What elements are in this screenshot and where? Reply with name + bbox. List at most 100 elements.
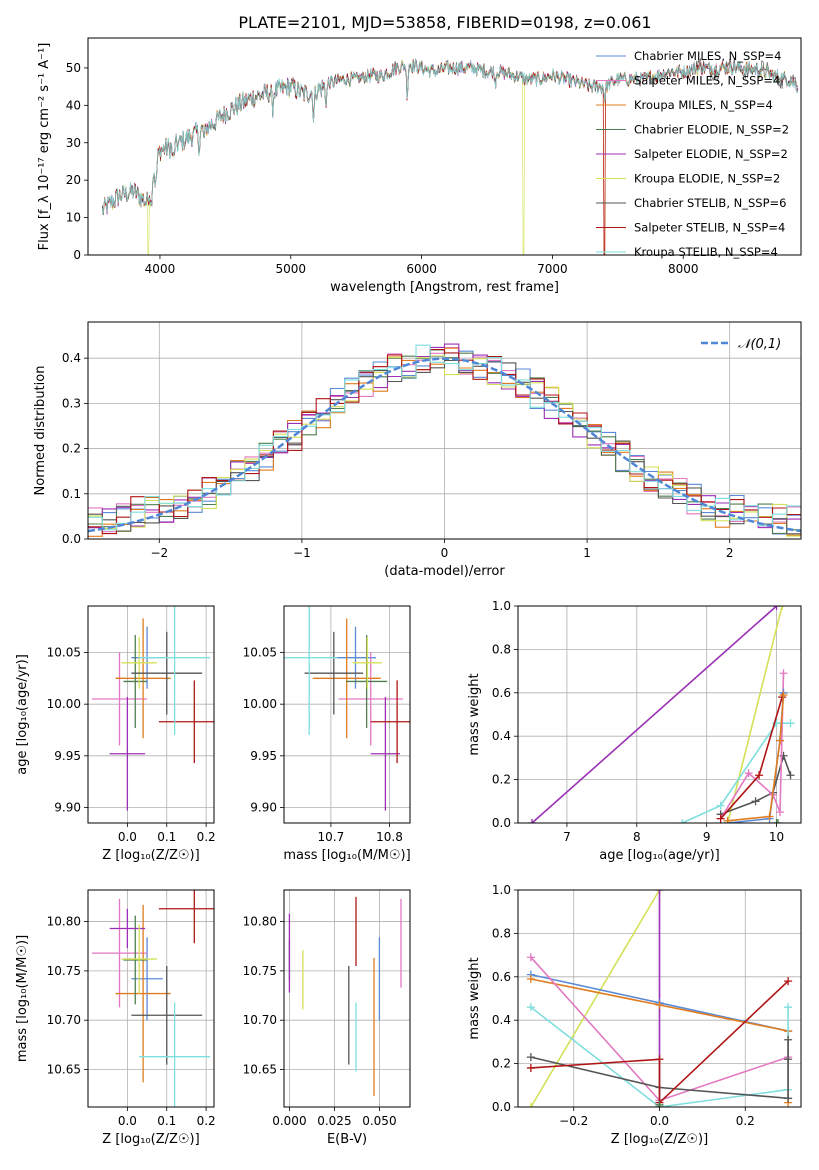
age-vs-mass-panel: 10.7 10.8 9.90 9.95 10.00 10.05 mass [log₁₀(M/… [243,605,411,863]
x-tick-label: 0 [441,546,449,560]
x-tick-label: 10 [769,830,784,844]
weight-marker-kroupa-stelib [786,719,795,728]
y-tick-label: 0.4 [62,351,81,365]
weight-marker-kroupa-stelib [716,801,725,810]
legend-label-kroupa-miles: Kroupa MILES, N_SSP=4 [634,98,773,112]
weight-marker-kroupa-stelib [678,819,687,823]
x-tick-label: 0.050 [362,1114,396,1128]
massweight-vs-metallicity-panel: −0.2 0.0 0.2 0.0 0.2 0.4 0.6 0.8 1.0 Z [log₁₀(Z/Z… [467,883,802,1147]
x-tick-label: 1 [583,546,591,560]
errorbar-kroupa-miles [115,618,171,739]
errorbar-kroupa-elodie [121,637,157,689]
errorbar-chabrier-miles [334,626,377,689]
weight-line-kroupa-elodie [726,606,783,823]
x-axis-label: Z [log₁₀(Z/Z☉)] [611,1132,708,1147]
weight-marker-kroupa-miles [776,736,785,745]
x-tick-label: −0.2 [559,1114,588,1128]
weight-marker-kroupa-elodie [778,606,787,610]
legend-label-chabrier-stelib: Chabrier STELIB, N_SSP=6 [634,196,786,210]
errorbar-kroupa-elodie [352,637,382,689]
errorbar-kroupa-miles [312,618,381,739]
spectrum-line-kroupa-stelib [102,59,799,214]
weight-marker-kroupa-miles [655,1001,664,1010]
legend-label-chabrier-elodie: Chabrier ELODIE, N_SSP=2 [634,123,789,137]
plot-area [526,890,793,1107]
y-axis-label: mass weight [467,957,482,1039]
errorbar-chabrier-miles [131,937,163,1021]
plot-area [284,606,410,811]
x-tick-label: 0.025 [317,1114,351,1128]
axes-frame [87,889,215,1108]
weight-marker-salpeter-elodie [655,890,664,894]
errorbar-salpeter-elodie [109,696,146,811]
histogram-kroupa-stelib [88,344,801,531]
x-tick-label: 0.0 [650,1114,669,1128]
weight-marker-kroupa-miles [765,812,774,821]
grid-lines [88,890,214,1107]
y-tick-label: 40 [66,98,81,112]
errorbar-salpeter-miles [91,898,148,1008]
y-tick-label: 0.2 [62,442,81,456]
legend: 𝒩(0,1) [701,337,781,352]
grid-lines [284,606,410,823]
weight-marker-chabrier-stelib [784,1055,793,1064]
y-tick-label: 10.70 [47,1013,81,1027]
y-tick-label: 10.75 [47,964,81,978]
x-tick-label: 2 [726,546,734,560]
weight-marker-kroupa-miles [526,974,535,983]
y-tick-label: 10.00 [47,697,81,711]
x-tick-label: 0.0 [118,830,137,844]
weight-line-kroupa-stelib [681,722,791,823]
y-tick-label: 30 [66,136,81,150]
mass-vs-ebv-panel: 0.000 0.025 0.050 10.65 10.70 10.75 10.80 E(B-V… [243,889,411,1147]
x-tick-label: −2 [150,546,168,560]
y-tick-label: 9.90 [54,801,81,815]
y-tick-label: 10.80 [243,915,277,929]
legend-label-salpeter-elodie: Salpeter ELODIE, N_SSP=2 [634,147,788,161]
x-tick-label: 8000 [668,262,699,276]
weight-marker-salpeter-miles [779,669,788,678]
y-axis-label: mass weight [467,673,482,755]
x-axis-label: Z [log₁₀(Z/Z☉)] [102,848,199,863]
y-tick-label: 10.05 [47,646,81,660]
x-tick-label: 5000 [276,262,307,276]
y-tick-label: 0.3 [62,396,81,410]
plot-area [288,896,402,1097]
plot-area [102,57,799,255]
x-tick-label: 7000 [537,262,568,276]
y-tick-label: 9.95 [54,749,81,763]
x-tick-label: −1 [293,546,311,560]
x-tick-label: 6000 [406,262,437,276]
spectrum-panel: 4000 5000 6000 7000 8000 0 10 20 30 40 50 wavelengt… [37,37,802,295]
weight-line-salpeter-miles [719,673,785,820]
y-tick-label: 10.00 [243,697,277,711]
legend: Chabrier MILES, N_SSP=4 Salpeter MILES, N… [596,49,789,259]
grid-lines [518,605,801,824]
weight-line-kroupa-elodie [530,890,661,1107]
x-tick-label: 0.0 [118,1114,137,1128]
axes-frame [87,37,802,256]
y-tick-label: 0 [73,248,81,262]
weight-marker-salpeter-stelib [716,814,725,823]
legend-label-salpeter-miles: Salpeter MILES, N_SSP=4 [634,74,780,88]
weight-marker-chabrier-stelib [784,1094,793,1103]
y-tick-label: 0.0 [492,816,511,830]
legend-label-normal: 𝒩(0,1) [738,337,781,352]
residuals-panel: −2 −1 0 1 2 0.0 0.1 0.2 0.3 0.4 (data-model)/error… [33,321,802,579]
weight-marker-salpeter-miles [526,953,535,962]
y-tick-label: 10.65 [243,1063,277,1077]
weight-line-kroupa-miles [727,694,785,822]
y-axis-label: mass [log₁₀(M/M☉)] [15,935,30,1062]
axes-frame [517,889,802,1108]
x-axis-label: age [log₁₀(age/yr)] [599,848,720,863]
weight-marker-chabrier-elodie [655,1100,664,1107]
weight-marker-salpeter-miles [744,769,753,778]
y-tick-label: 50 [66,61,81,75]
weight-marker-kroupa-miles [723,816,732,823]
y-tick-label: 0.4 [492,1013,511,1027]
errorbar-kroupa-stelib [139,606,211,736]
weight-marker-chabrier-stelib [526,1053,535,1062]
weight-marker-kroupa-miles [779,690,788,699]
y-tick-label: 0.2 [492,1057,511,1071]
